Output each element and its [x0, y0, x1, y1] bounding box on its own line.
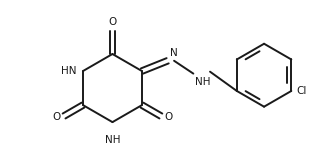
- Text: O: O: [52, 112, 60, 122]
- Text: NH: NH: [105, 135, 120, 145]
- Text: O: O: [165, 112, 173, 122]
- Text: Cl: Cl: [296, 86, 307, 96]
- Text: N: N: [170, 48, 178, 58]
- Text: HN: HN: [61, 66, 77, 76]
- Text: O: O: [108, 17, 116, 27]
- Text: NH: NH: [195, 77, 210, 87]
